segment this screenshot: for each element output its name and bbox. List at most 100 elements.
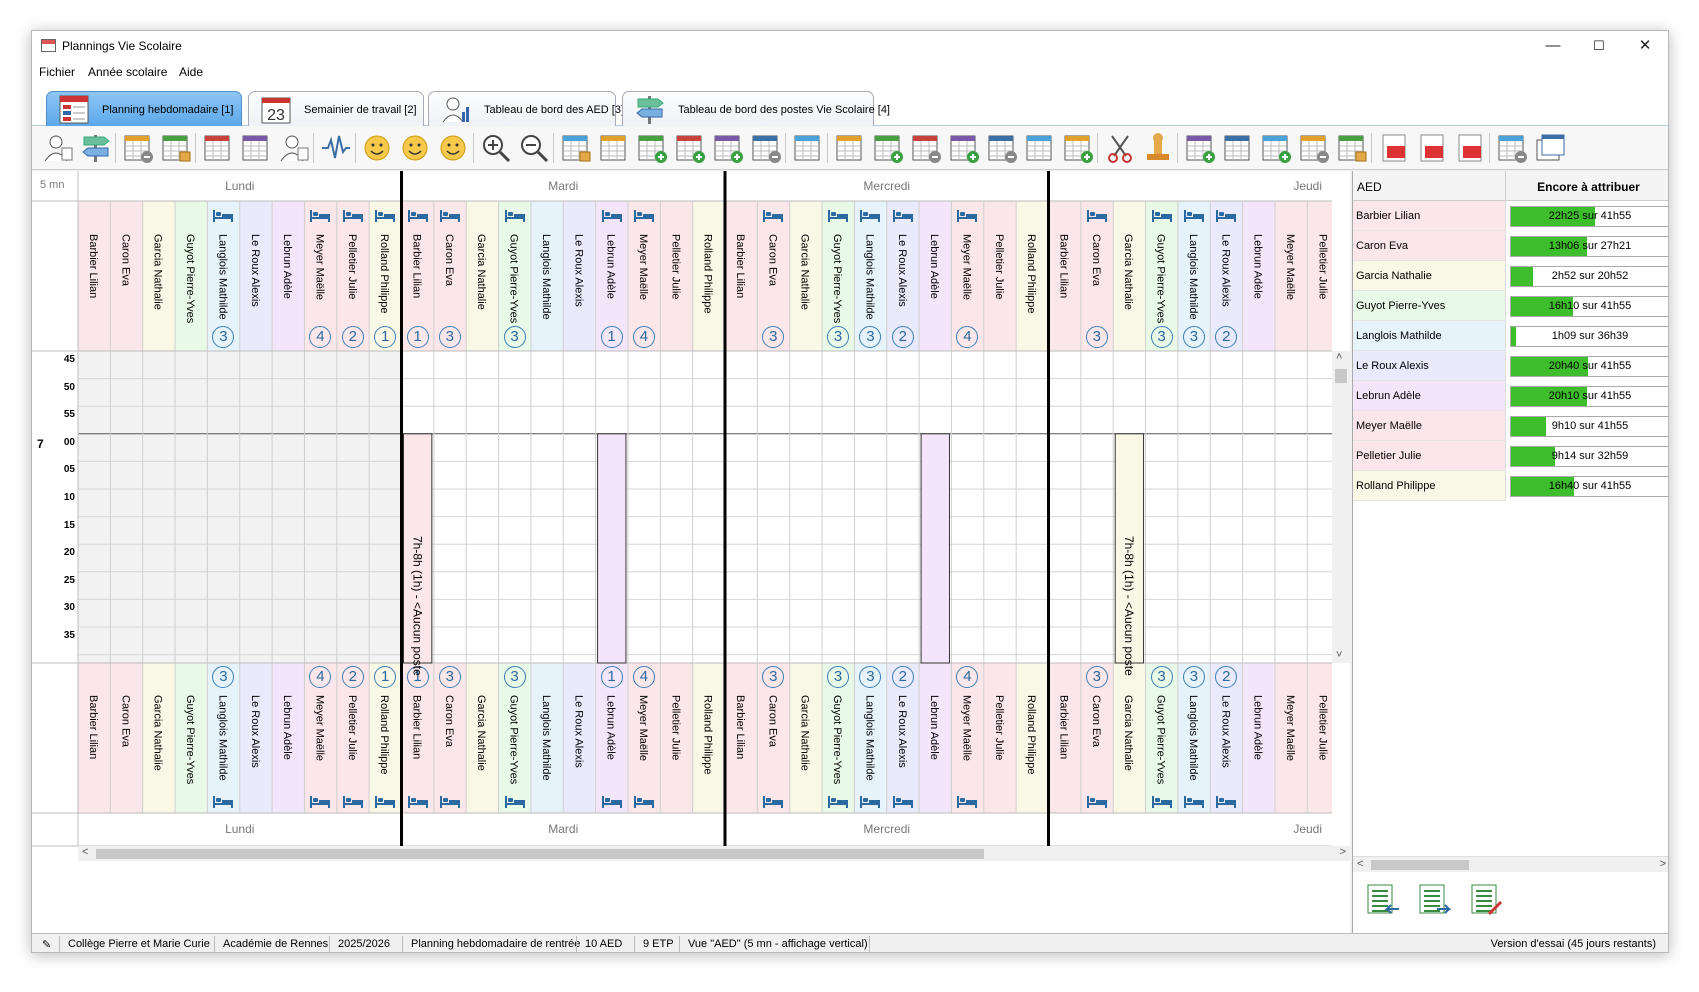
time-cell[interactable]	[1016, 351, 1049, 663]
aed-row[interactable]: 9h10 sur 41h55 Meyer Maëlle	[1353, 411, 1668, 441]
tab-planning-hebdomadaire[interactable]: Planning hebdomadaire [1]	[46, 91, 242, 127]
grid-remove-icon[interactable]	[986, 132, 1018, 164]
time-cell[interactable]	[142, 351, 176, 663]
edit-list-icon[interactable]	[1469, 883, 1505, 917]
staff-header-cell[interactable]	[78, 201, 111, 351]
scroll-down-icon[interactable]: ˅	[1336, 649, 1343, 661]
time-cell[interactable]	[433, 351, 467, 663]
time-cell[interactable]	[1242, 351, 1275, 663]
aed-row[interactable]: 20h40 sur 41h55 Le Roux Alexis	[1353, 351, 1668, 381]
staff-footer-cell[interactable]	[207, 663, 240, 813]
time-cell[interactable]	[466, 351, 499, 663]
grid-info-icon[interactable]	[910, 132, 942, 164]
list-remove-icon[interactable]	[1298, 132, 1330, 164]
staff-footer-cell[interactable]	[336, 663, 370, 813]
tab-tableau-de-bord-postes[interactable]: Tableau de bord des postes Vie Scolaire …	[622, 91, 890, 127]
staff-footer-cell[interactable]	[595, 663, 628, 813]
time-cell[interactable]	[498, 351, 531, 663]
expand-width-icon[interactable]	[560, 132, 592, 164]
staff-header-cell[interactable]	[530, 201, 564, 351]
grid-export-icon[interactable]	[1024, 132, 1056, 164]
horizontal-scrollbar[interactable]: < >	[78, 846, 1350, 861]
tab-semainier-de-travail[interactable]: 23 Semainier de travail [2]	[248, 91, 424, 127]
side-horizontal-scrollbar[interactable]: < >	[1353, 856, 1668, 872]
waveform-icon[interactable]	[320, 132, 352, 164]
time-cell[interactable]	[1274, 351, 1308, 663]
aed-row[interactable]: 22h25 sur 41h55 Barbier Lilian	[1353, 201, 1668, 231]
staff-header-cell[interactable]	[692, 201, 725, 351]
smiley-swap-icon[interactable]	[362, 132, 394, 164]
import-list-icon[interactable]	[1365, 883, 1401, 917]
staff-footer-cell[interactable]	[239, 663, 273, 813]
window-icon[interactable]	[1534, 132, 1566, 164]
staff-header-cell[interactable]	[1274, 201, 1308, 351]
aed-row[interactable]: 9h14 sur 32h59 Pelletier Julie	[1353, 441, 1668, 471]
smiley-clock-icon[interactable]	[400, 132, 432, 164]
stamp-icon[interactable]	[1142, 132, 1174, 164]
time-cell[interactable]	[725, 351, 758, 663]
list-view-icon[interactable]	[1336, 132, 1368, 164]
calendar-week-icon[interactable]	[202, 132, 234, 164]
staff-footer-cell[interactable]	[272, 663, 305, 813]
scrollbar-thumb[interactable]	[1335, 369, 1347, 383]
staff-footer-cell[interactable]	[498, 663, 531, 813]
time-cell[interactable]	[1145, 351, 1178, 663]
report-icon[interactable]	[1496, 132, 1528, 164]
time-cell[interactable]	[886, 351, 920, 663]
column-header-remaining[interactable]: Encore à attribuer	[1505, 171, 1668, 201]
time-cell[interactable]	[369, 351, 402, 663]
cut-icon[interactable]	[1104, 132, 1136, 164]
status-tool-icon[interactable]: ✎	[42, 939, 52, 951]
time-cell[interactable]	[757, 351, 790, 663]
shift-block[interactable]	[403, 433, 433, 664]
time-cell[interactable]	[822, 351, 855, 663]
calendar-day-icon[interactable]	[240, 132, 272, 164]
grid-color-icon[interactable]	[872, 132, 904, 164]
grid-check-icon[interactable]	[1062, 132, 1094, 164]
staff-header-cell[interactable]	[660, 201, 693, 351]
staff-footer-cell[interactable]	[1113, 663, 1146, 813]
person-list-icon[interactable]	[278, 132, 310, 164]
staff-footer-cell[interactable]	[1274, 663, 1308, 813]
time-cell[interactable]	[1307, 351, 1332, 663]
add-column-icon[interactable]	[636, 132, 668, 164]
signpost-pdf-icon[interactable]	[1454, 132, 1486, 164]
expand-height-icon[interactable]	[598, 132, 630, 164]
time-cell[interactable]	[627, 351, 661, 663]
minimize-button[interactable]: —	[1545, 37, 1561, 54]
person-pdf-icon[interactable]	[1416, 132, 1448, 164]
signpost-icon[interactable]	[80, 132, 112, 164]
calendar-cycle-icon[interactable]	[122, 132, 154, 164]
menu-fichier[interactable]: Fichier	[39, 65, 76, 79]
zoom-in-icon[interactable]	[480, 132, 512, 164]
time-cell[interactable]	[854, 351, 887, 663]
scroll-up-icon[interactable]: ˄	[1336, 351, 1343, 363]
shift-block[interactable]	[597, 433, 627, 664]
staff-footer-cell[interactable]	[1210, 663, 1243, 813]
time-cell[interactable]	[983, 351, 1017, 663]
add-row-icon[interactable]	[712, 132, 744, 164]
staff-header-cell[interactable]	[789, 201, 823, 351]
staff-header-cell[interactable]	[175, 201, 208, 351]
list-add-icon[interactable]	[1184, 132, 1216, 164]
time-cell[interactable]	[239, 351, 273, 663]
staff-header-cell[interactable]	[1048, 201, 1081, 351]
time-cell[interactable]	[1177, 351, 1211, 663]
staff-footer-cell[interactable]	[142, 663, 176, 813]
scrollbar-thumb[interactable]	[1371, 860, 1469, 870]
staff-header-cell[interactable]	[239, 201, 273, 351]
staff-header-cell[interactable]	[110, 201, 143, 351]
staff-footer-cell[interactable]	[854, 663, 887, 813]
time-cell[interactable]	[1048, 351, 1081, 663]
list-edit-icon[interactable]	[1222, 132, 1254, 164]
staff-header-cell[interactable]	[1113, 201, 1146, 351]
staff-footer-cell[interactable]	[1016, 663, 1049, 813]
remove-row-icon[interactable]	[750, 132, 782, 164]
pdf-icon[interactable]	[1378, 132, 1410, 164]
staff-header-cell[interactable]	[272, 201, 305, 351]
time-cell[interactable]	[336, 351, 370, 663]
staff-header-cell[interactable]	[983, 201, 1017, 351]
time-cell[interactable]	[207, 351, 240, 663]
staff-footer-cell[interactable]	[466, 663, 499, 813]
menu-annee-scolaire[interactable]: Année scolaire	[88, 65, 168, 79]
